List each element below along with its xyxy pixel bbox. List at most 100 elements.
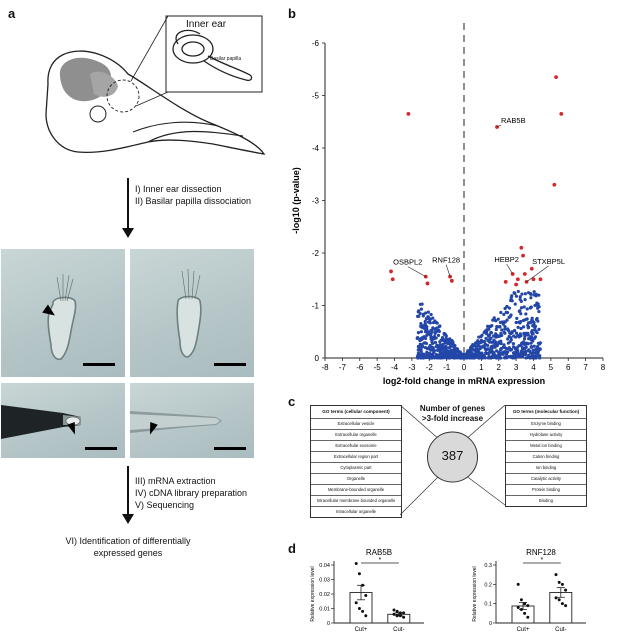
nonsignificant-point [463, 355, 467, 359]
x-tick-label: 6 [566, 363, 571, 372]
nonsignificant-point [534, 329, 538, 333]
nonsignificant-point [448, 339, 453, 343]
panel-a-letter: a [8, 6, 16, 21]
scale-bar [214, 363, 246, 366]
nonsignificant-point [522, 337, 527, 341]
micrograph-hair-cell-2 [130, 249, 254, 377]
go-cellular-component-table: GO terms (cellular component) Extracellu… [310, 405, 402, 518]
nonsignificant-point [535, 354, 540, 358]
replicate-point [398, 611, 402, 615]
nonsignificant-point [519, 306, 524, 310]
nonsignificant-point [487, 354, 491, 358]
significant-point [521, 253, 525, 258]
replicate-point [526, 604, 530, 608]
nonsignificant-point [506, 341, 510, 345]
nonsignificant-point [498, 340, 502, 344]
nonsignificant-point [429, 337, 433, 341]
bar-category-label: Cut- [393, 627, 404, 633]
nonsignificant-point [510, 330, 514, 334]
nonsignificant-point [497, 351, 501, 355]
step-cdna-library: IV) cDNA library preparation [135, 488, 248, 498]
replicate-point [516, 582, 520, 586]
nonsignificant-point [438, 340, 442, 344]
replicate-point [523, 611, 527, 615]
y-tick-label: -3 [312, 197, 320, 206]
nonsignificant-point [433, 330, 437, 334]
process-arrow-1-head [122, 228, 134, 238]
nonsignificant-point [507, 306, 512, 310]
nonsignificant-point [473, 341, 478, 345]
significant-point [514, 282, 519, 287]
nonsignificant-point [522, 341, 527, 345]
nonsignificant-point [419, 307, 424, 311]
nonsignificant-point [419, 322, 423, 326]
significant-point [529, 266, 534, 271]
significant-point [519, 245, 524, 250]
nonsignificant-points [415, 289, 542, 360]
nonsignificant-point [453, 356, 457, 360]
nonsignificant-point [434, 353, 438, 357]
x-tick-label: 7 [583, 363, 588, 372]
molecular-function-go-term: Hydrolase activity [506, 429, 586, 440]
panel-b-letter: b [288, 6, 296, 21]
bar-chart-title: RNF128 [526, 548, 556, 557]
nonsignificant-point [439, 344, 443, 348]
nonsignificant-point [431, 316, 435, 320]
nonsignificant-point [423, 341, 427, 345]
go-left-header: GO terms (cellular component) [322, 409, 390, 414]
nonsignificant-point [533, 325, 537, 330]
micrograph-hair-cell-1 [1, 249, 125, 377]
nonsignificant-point [424, 328, 428, 332]
nonsignificant-point [420, 352, 424, 357]
process-arrow-1 [127, 178, 129, 228]
center-title-2: >3-fold increase [421, 414, 484, 423]
nonsignificant-point [528, 291, 533, 296]
gene-label: OSBPL2 [393, 258, 422, 267]
molecular-function-go-term: Cation binding [506, 451, 586, 462]
nonsignificant-point [528, 321, 533, 325]
molecular-function-go-term: Protein binding [506, 484, 586, 495]
nonsignificant-point [528, 306, 532, 310]
gene-label: RAB5B [501, 116, 526, 125]
nonsignificant-point [508, 314, 512, 319]
nonsignificant-point [429, 348, 433, 352]
nonsignificant-point [516, 289, 520, 294]
nonsignificant-point [470, 345, 474, 349]
replicate-point [519, 598, 523, 602]
nonsignificant-point [476, 352, 480, 356]
replicate-point [364, 593, 368, 597]
bar-y-axis-title: Relative expression level [472, 566, 478, 621]
significance-star: * [541, 557, 544, 564]
nonsignificant-point [426, 320, 431, 324]
nonsignificant-point [519, 299, 523, 303]
nonsignificant-point [439, 351, 444, 355]
nonsignificant-point [433, 340, 438, 345]
cellular-component-go-term: Extracellular exosome [311, 440, 401, 451]
nonsignificant-point [517, 344, 521, 348]
nonsignificant-point [510, 299, 514, 303]
nonsignificant-point [479, 356, 484, 360]
nonsignificant-point [417, 314, 421, 318]
nonsignificant-point [535, 302, 539, 306]
nonsignificant-point [538, 356, 542, 360]
nonsignificant-point [531, 351, 535, 355]
nonsignificant-point [529, 341, 533, 345]
x-tick-label: -5 [374, 363, 382, 372]
nonsignificant-point [425, 346, 429, 350]
nonsignificant-point [523, 334, 527, 338]
significant-point [552, 182, 557, 187]
replicate-point [357, 607, 361, 610]
nonsignificant-point [537, 327, 541, 331]
nonsignificant-point [512, 351, 516, 355]
micrograph-pipette-2 [130, 383, 254, 458]
step-inner-ear-dissection: I) Inner ear dissection [135, 184, 222, 194]
nonsignificant-point [532, 344, 536, 348]
replicate-point [402, 615, 406, 619]
nonsignificant-point [420, 355, 424, 359]
replicate-point [554, 596, 558, 600]
nonsignificant-point [522, 331, 526, 335]
cellular-component-go-term: Intracellular membrane bounded organelle [311, 495, 401, 506]
nonsignificant-point [531, 324, 535, 328]
nonsignificant-point [494, 332, 498, 336]
